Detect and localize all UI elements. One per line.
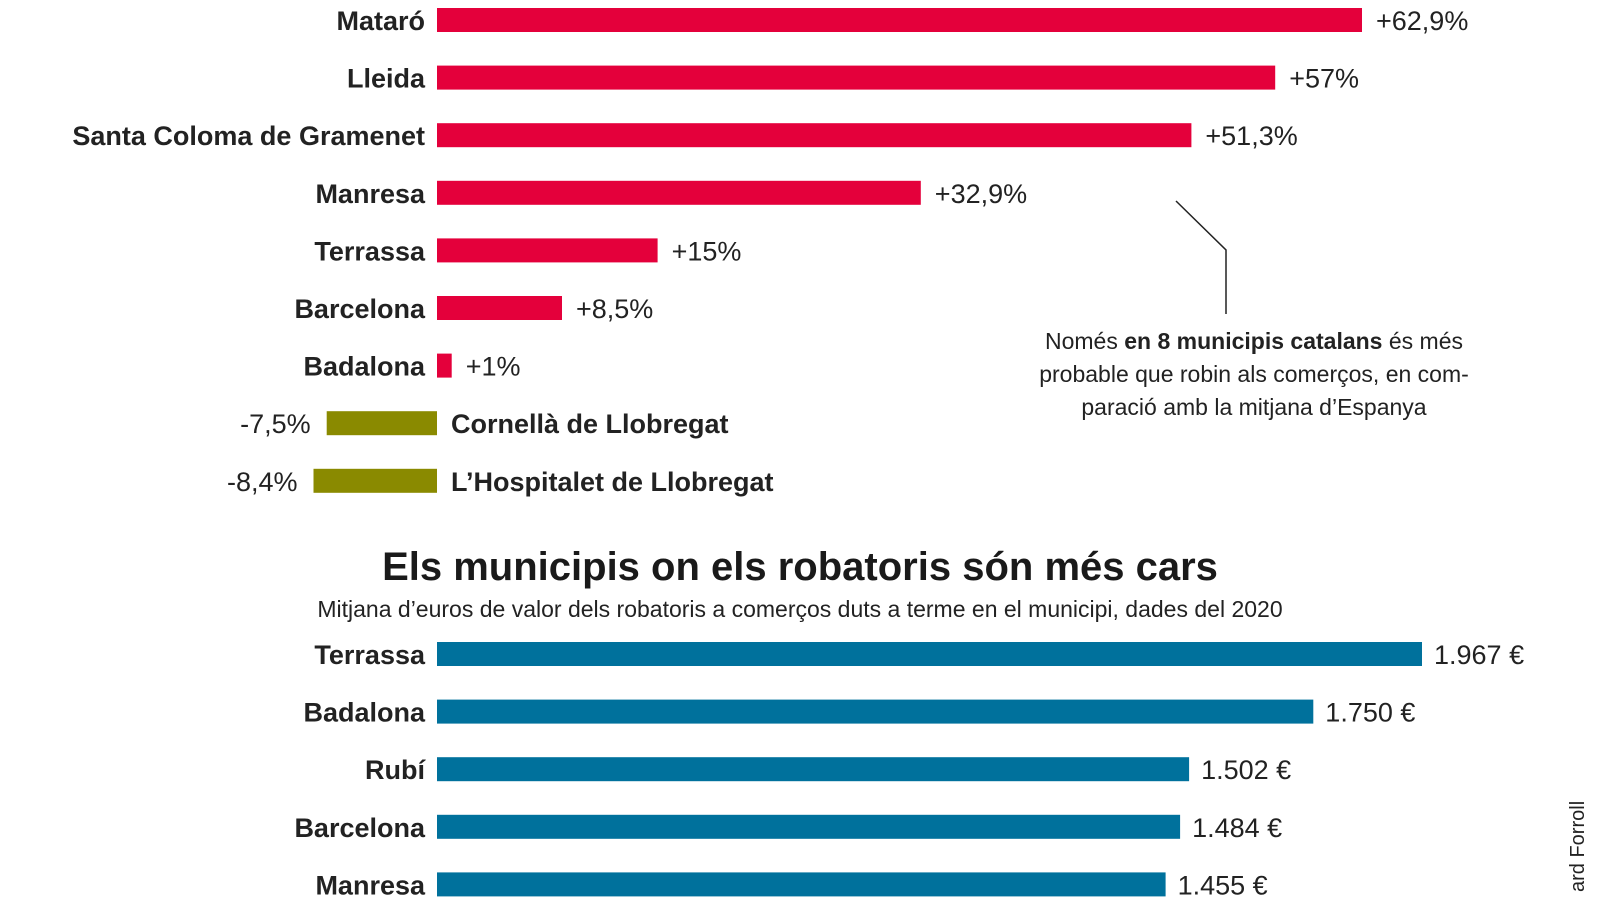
annotation-line-1-pre: Només (1045, 328, 1124, 354)
category-label: Mataró (336, 6, 425, 36)
bar-2 (437, 65, 1276, 90)
annotation-line-1-post: és més (1382, 328, 1463, 354)
value-label: +8,5% (576, 294, 653, 324)
category-label: L’Hospitalet de Llobregat (451, 467, 774, 497)
annotation-leader-line (1175, 200, 1227, 314)
bar-6 (437, 296, 562, 320)
bar-5 (437, 238, 658, 263)
value-label: +15% (672, 236, 742, 266)
annotation: Només en 8 municipis catalans és més pro… (1039, 200, 1469, 420)
category-label: Terrassa (314, 236, 426, 266)
chart-title: Els municipis on els robatoris són més c… (382, 545, 1218, 589)
bar-3 (437, 757, 1190, 782)
bar-8 (326, 411, 437, 436)
value-label: +57% (1289, 64, 1359, 94)
value-label: -7,5% (240, 409, 311, 439)
annotation-line-2: probable que robin als comerços, en com- (1039, 361, 1469, 387)
category-label: Badalona (303, 352, 426, 382)
category-label: Manresa (315, 179, 426, 209)
annotation-line-1-bold: en 8 municipis catalans (1124, 328, 1382, 354)
category-label: Cornellà de Llobregat (451, 409, 729, 439)
bar-1 (437, 8, 1362, 32)
value-label: +1% (466, 352, 521, 382)
bar-3 (437, 123, 1192, 148)
annotation-line-1: Només en 8 municipis catalans és més (1045, 328, 1463, 354)
chart-subtitle: Mitjana d’euros de valor dels robatoris … (317, 596, 1282, 622)
category-label: Terrassa (314, 640, 426, 670)
value-label: 1.750 € (1325, 698, 1415, 728)
category-label: Lleida (347, 64, 426, 94)
bar-4 (437, 180, 921, 205)
bar-1 (437, 642, 1422, 666)
value-label: 1.502 € (1201, 755, 1291, 785)
annotation-line-3: paració amb la mitjana d’Espanya (1081, 394, 1426, 420)
category-label: Manresa (315, 870, 426, 900)
bar-9 (313, 468, 437, 493)
value-label: 1.484 € (1192, 813, 1282, 843)
category-label: Santa Coloma de Gramenet (72, 121, 425, 151)
bar-5 (437, 872, 1166, 897)
bar-2 (437, 699, 1314, 724)
bar-4 (437, 814, 1181, 839)
value-label: +62,9% (1376, 6, 1468, 36)
percent-change-bar-chart: Mataró +62,9% Lleida +57% Santa Coloma de Gr… (72, 6, 1468, 497)
value-label: 1.967 € (1434, 640, 1524, 670)
bar-7 (437, 353, 452, 378)
category-label: Barcelona (294, 813, 426, 843)
value-label: 1.455 € (1178, 870, 1268, 900)
value-label: +32,9% (935, 179, 1027, 209)
average-value-bar-chart: Terrassa 1.967 € Badalona 1.750 € Rubí 1.502 … (294, 640, 1524, 900)
value-label: +51,3% (1205, 121, 1297, 151)
value-label: -8,4% (227, 467, 298, 497)
category-label: Barcelona (294, 294, 426, 324)
category-label: Rubí (365, 755, 426, 785)
category-label: Badalona (303, 698, 426, 728)
photo-credit: ard Forroll (1567, 801, 1589, 892)
